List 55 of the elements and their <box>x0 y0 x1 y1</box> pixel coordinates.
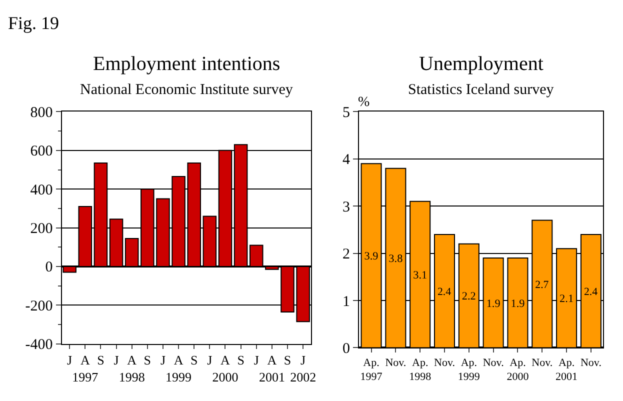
chart-subtitle: Statistics Iceland survey <box>408 82 554 98</box>
x-tick-label: A 2000 <box>212 352 238 384</box>
y-tick-label: 800 <box>30 104 53 121</box>
x-tick-label: Ap. 1999 <box>458 356 480 384</box>
x-tick-label: Ap. 2001 <box>556 356 578 384</box>
y-tick-label: 1 <box>342 294 350 310</box>
data-label: 1.9 <box>486 298 501 310</box>
data-label: 2.1 <box>560 293 574 306</box>
x-tick-label: Nov. <box>532 356 553 369</box>
x-tick-label: S <box>237 352 244 368</box>
x-tick-label: J <box>67 352 72 368</box>
data-label: 1.9 <box>510 298 526 310</box>
x-tick-label: J <box>207 352 212 368</box>
x-tick-label: J 2002 <box>290 352 316 384</box>
data-label: 2.2 <box>462 290 476 303</box>
y-tick-label: 0 <box>342 340 350 357</box>
x-tick-label: Nov. <box>482 356 504 369</box>
y-tick-label: 400 <box>30 182 53 198</box>
x-tick-label: A 1999 <box>166 352 192 384</box>
y-tick-label: 4 <box>342 152 351 168</box>
x-tick-label: J <box>254 352 259 368</box>
y-tick-label: 3 <box>342 199 350 216</box>
y-tick-label: 5 <box>342 104 350 121</box>
x-tick-label: S <box>144 352 152 368</box>
x-tick-label: J <box>114 352 119 368</box>
y-tick-label: -400 <box>25 337 53 354</box>
data-label: 3.9 <box>364 250 379 263</box>
x-tick-label: Nov. <box>385 356 406 369</box>
x-tick-label: J <box>160 352 166 368</box>
y-axis-title: % <box>358 95 370 110</box>
y-tick-label: -200 <box>25 298 53 314</box>
data-label: 2.4 <box>584 286 598 298</box>
y-tick-label: 200 <box>30 221 53 238</box>
data-label: 3.1 <box>413 269 428 282</box>
x-tick-label: Ap. 2000 <box>506 356 530 384</box>
chart-title: Employment intentions <box>93 53 280 75</box>
chart-subtitle: National Economic Institute survey <box>80 82 294 98</box>
x-tick-label: Nov. <box>434 356 456 369</box>
y-tick-label: 2 <box>342 246 350 263</box>
x-tick-label: A 1997 <box>72 352 99 384</box>
x-tick-label: S <box>190 352 198 368</box>
chart-title: Unemployment <box>419 53 544 75</box>
caption: Fig. 19 <box>8 13 60 33</box>
y-tick-label: 600 <box>30 144 53 160</box>
x-tick-label: A 1998 <box>118 352 145 384</box>
data-label: 3.8 <box>388 252 404 265</box>
y-tick-label: 0 <box>45 260 53 276</box>
x-tick-label: Ap. 1998 <box>409 356 432 384</box>
x-tick-label: Nov. <box>580 356 602 369</box>
data-label: 2.7 <box>535 278 550 291</box>
x-tick-label: A 2001 <box>258 352 285 384</box>
data-label: 2.4 <box>437 286 452 298</box>
x-tick-label: S <box>284 352 292 368</box>
x-tick-label: S <box>97 352 104 368</box>
x-tick-label: Ap. 1997 <box>360 356 383 384</box>
